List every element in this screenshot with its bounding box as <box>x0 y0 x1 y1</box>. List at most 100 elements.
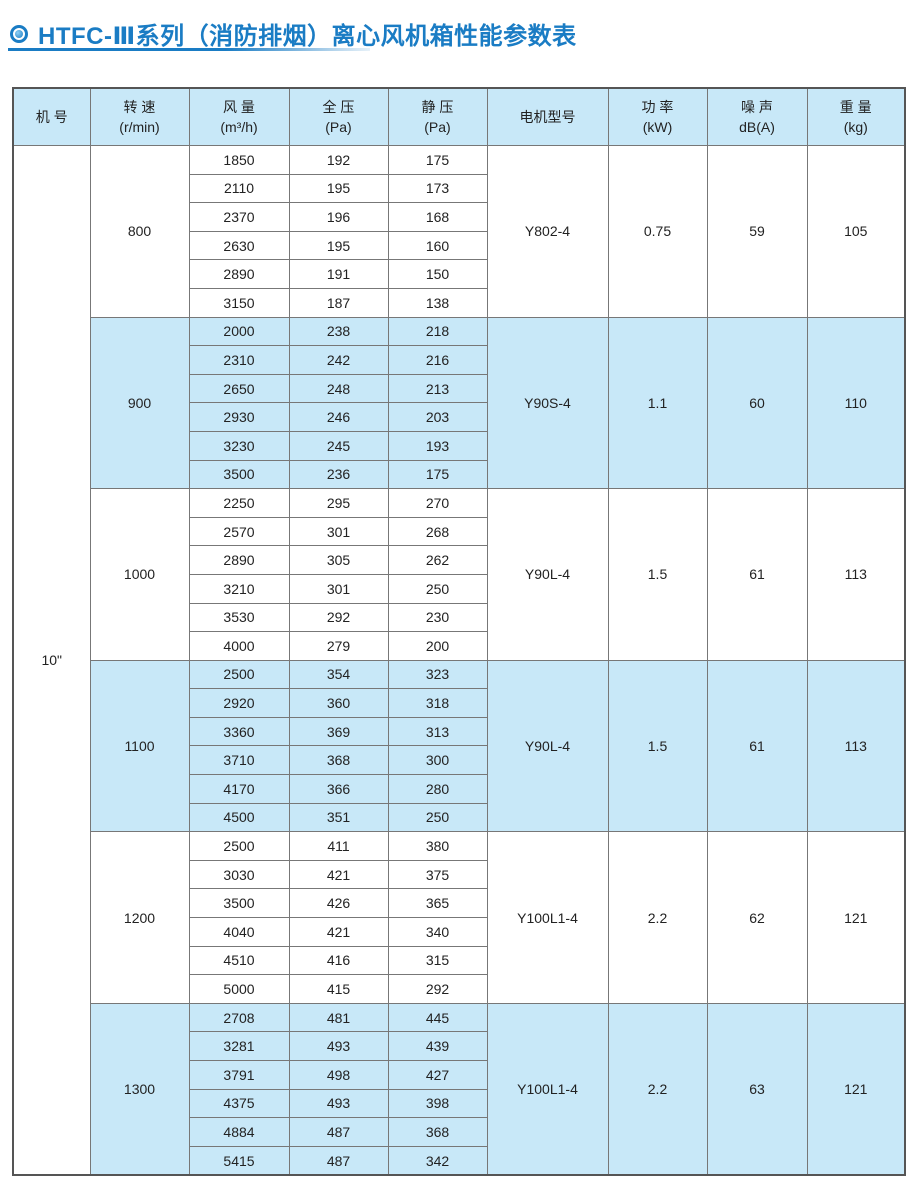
static-pressure-cell: 375 <box>387 859 488 890</box>
airflow-cell: 3230 <box>188 430 290 461</box>
header-cell: 机 号 <box>12 87 91 146</box>
motor-model-cell: Y802-4 <box>486 145 609 318</box>
table-row: 4040 421 340 <box>13 917 905 947</box>
airflow-cell: 2370 <box>188 202 290 232</box>
weight-cell: 121 <box>806 1002 906 1176</box>
table-row: 4510 416 315 <box>13 945 905 976</box>
static-pressure-cell: 230 <box>387 602 488 633</box>
total-pressure-cell: 295 <box>288 488 389 518</box>
header-row: 机 号 转 速 (r/min) 风 量 (m³/h) 全 压 (Pa) 静 压 (Pa) 电机型号… <box>12 87 906 146</box>
static-pressure-cell: 270 <box>387 488 488 518</box>
airflow-cell: 2570 <box>188 516 290 547</box>
table-row: 3150 187 138 <box>13 287 905 318</box>
total-pressure-cell: 421 <box>288 859 389 890</box>
table-row: 4884 487 368 <box>13 1117 905 1147</box>
table-row: 2310 242 216 <box>13 345 905 375</box>
weight-cell: 113 <box>806 488 906 661</box>
weight-cell: 113 <box>806 659 906 833</box>
airflow-cell: 2500 <box>188 831 290 861</box>
total-pressure-cell: 354 <box>288 659 389 690</box>
static-pressure-cell: 173 <box>387 173 488 204</box>
table-row: 2920 360 318 <box>13 688 905 718</box>
static-pressure-cell: 300 <box>387 745 488 776</box>
static-pressure-cell: 439 <box>387 1031 488 1061</box>
total-pressure-cell: 416 <box>288 945 389 976</box>
static-pressure-cell: 323 <box>387 659 488 690</box>
header-cell: 转 速 (r/min) <box>89 87 190 146</box>
total-pressure-cell: 245 <box>288 430 389 461</box>
total-pressure-cell: 238 <box>288 316 389 347</box>
speed-cell: 800 <box>89 145 190 318</box>
table-row: 5415 487 342 <box>13 1145 905 1176</box>
power-cell: 1.1 <box>607 316 708 490</box>
table-row: 4000 279 200 <box>13 631 905 661</box>
table-row: 900 2000 238 218 Y90S-4 1.1 60 110 <box>13 316 906 490</box>
static-pressure-cell: 380 <box>387 831 488 861</box>
total-pressure-cell: 305 <box>288 545 389 575</box>
table-row: 2650 248 213 <box>13 373 905 404</box>
total-pressure-cell: 279 <box>288 631 389 661</box>
power-cell: 2.2 <box>607 831 708 1004</box>
total-pressure-cell: 481 <box>288 1002 389 1033</box>
total-pressure-cell: 248 <box>288 373 389 404</box>
total-pressure-cell: 187 <box>288 287 389 318</box>
airflow-cell: 2250 <box>188 488 290 518</box>
power-cell: 0.75 <box>607 145 708 318</box>
noise-cell: 63 <box>706 1002 808 1176</box>
static-pressure-cell: 168 <box>387 202 488 232</box>
noise-cell: 62 <box>706 831 808 1004</box>
static-pressure-cell: 280 <box>387 774 488 804</box>
table-row: 3281 493 439 <box>13 1031 905 1061</box>
airflow-cell: 4884 <box>188 1117 290 1147</box>
total-pressure-cell: 415 <box>288 974 389 1004</box>
table-row: 4170 366 280 <box>13 774 905 804</box>
header-unit: dB(A) <box>739 119 775 135</box>
total-pressure-cell: 493 <box>288 1031 389 1061</box>
motor-model-cell: Y90L-4 <box>486 659 609 833</box>
header-cell: 全 压 (Pa) <box>288 87 389 146</box>
static-pressure-cell: 342 <box>387 1145 488 1176</box>
total-pressure-cell: 301 <box>288 573 389 604</box>
airflow-cell: 2000 <box>188 316 290 347</box>
static-pressure-cell: 262 <box>387 545 488 575</box>
table-row: 3210 301 250 <box>13 573 905 604</box>
header-unit: (kW) <box>642 119 673 135</box>
total-pressure-cell: 493 <box>288 1088 389 1119</box>
airflow-cell: 2890 <box>188 259 290 289</box>
airflow-cell: 3500 <box>188 888 290 919</box>
static-pressure-cell: 368 <box>387 1117 488 1147</box>
header-unit: (m³/h) <box>220 119 258 135</box>
static-pressure-cell: 318 <box>387 688 488 718</box>
header-cell: 风 量 (m³/h) <box>188 87 290 146</box>
header-label: 机 号 <box>35 109 68 125</box>
noise-cell: 61 <box>706 659 808 833</box>
static-pressure-cell: 203 <box>387 402 488 432</box>
airflow-cell: 2920 <box>188 688 290 718</box>
airflow-cell: 3210 <box>188 573 290 604</box>
speed-cell: 1200 <box>89 831 190 1004</box>
table-row: 4500 351 250 <box>13 802 905 833</box>
header-unit: (r/min) <box>119 119 160 135</box>
table-row: 3360 369 313 <box>13 716 905 747</box>
total-pressure-cell: 366 <box>288 774 389 804</box>
noise-cell: 61 <box>706 488 808 661</box>
weight-cell: 121 <box>806 831 906 1004</box>
total-pressure-cell: 236 <box>288 459 389 490</box>
airflow-cell: 4500 <box>188 802 290 833</box>
header-unit: (kg) <box>843 119 868 135</box>
table-row: 3500 426 365 <box>13 888 905 919</box>
airflow-cell: 4375 <box>188 1088 290 1119</box>
table-row: 2890 191 150 <box>13 259 905 289</box>
static-pressure-cell: 427 <box>387 1060 488 1090</box>
airflow-cell: 3500 <box>188 459 290 490</box>
airflow-cell: 3281 <box>188 1031 290 1061</box>
table-row: 1200 2500 411 380 Y100L1-4 2.2 62 121 <box>13 831 906 1004</box>
table-row: 1000 2250 295 270 Y90L-4 1.5 61 113 <box>13 488 906 661</box>
table-row: 3791 498 427 <box>13 1060 905 1090</box>
weight-cell: 105 <box>806 145 906 318</box>
total-pressure-cell: 498 <box>288 1060 389 1090</box>
total-pressure-cell: 246 <box>288 402 389 432</box>
airflow-cell: 5415 <box>188 1145 290 1176</box>
table-row: 2890 305 262 <box>13 545 905 575</box>
static-pressure-cell: 268 <box>387 516 488 547</box>
